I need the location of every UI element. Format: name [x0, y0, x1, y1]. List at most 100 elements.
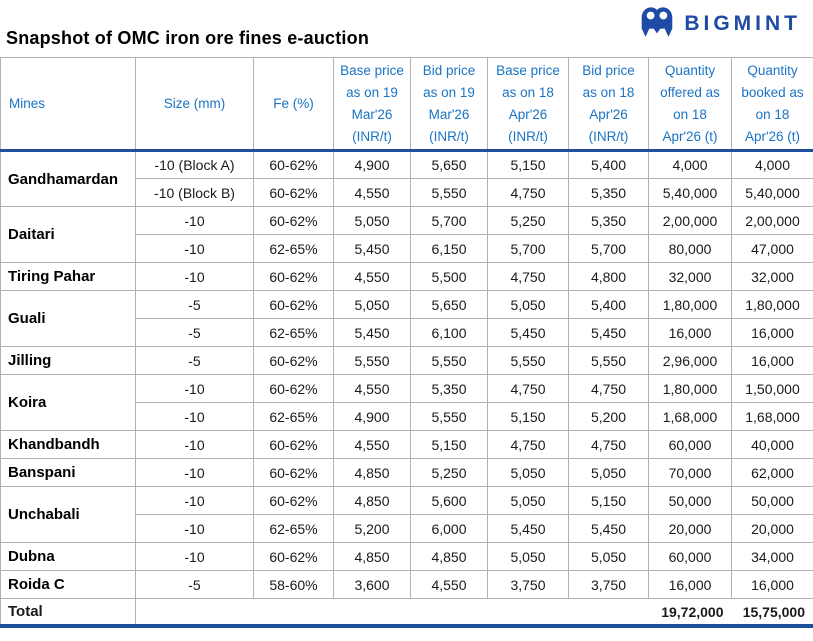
cell-qty-booked: 40,000	[731, 430, 813, 460]
cell-base-mar: 4,550	[333, 178, 411, 208]
cell-qty-offered: 70,000	[648, 458, 732, 488]
cell-base-mar: 5,050	[333, 290, 411, 320]
cell-base-apr: 5,250	[487, 206, 569, 236]
total-row: Total 19,72,000 15,75,000	[0, 598, 813, 628]
cell-bid-apr: 5,400	[568, 290, 649, 320]
cell-bid-apr: 5,550	[568, 346, 649, 376]
cell-fe: 62-65%	[253, 234, 334, 264]
cell-base-mar: 5,200	[333, 514, 411, 544]
cell-qty-booked: 1,68,000	[731, 402, 813, 432]
cell-qty-booked: 34,000	[731, 542, 813, 572]
cell-bid-apr: 5,450	[568, 514, 649, 544]
cell-qty-booked: 4,000	[731, 150, 813, 180]
table-row: Guali -5 60-62% 5,050 5,650 5,050 5,400 …	[0, 290, 813, 348]
table-row: Jilling -5 60-62% 5,550 5,550 5,550 5,55…	[0, 346, 813, 376]
cell-bid-apr: 5,700	[568, 234, 649, 264]
cell-bid-mar: 5,650	[410, 290, 488, 320]
mine-name: Koira	[0, 374, 136, 432]
cell-size: -5	[135, 570, 254, 600]
cell-base-apr: 4,750	[487, 262, 569, 292]
cell-qty-booked: 1,80,000	[731, 290, 813, 320]
cell-qty-booked: 50,000	[731, 486, 813, 516]
table-row: Tiring Pahar -10 60-62% 4,550 5,500 4,75…	[0, 262, 813, 292]
mine-name: Khandbandh	[0, 430, 136, 460]
cell-fe: 60-62%	[253, 290, 334, 320]
cell-size: -10	[135, 402, 254, 432]
cell-size: -10	[135, 514, 254, 544]
cell-bid-apr: 3,750	[568, 570, 649, 600]
cell-base-mar: 5,050	[333, 206, 411, 236]
cell-base-mar: 4,900	[333, 150, 411, 180]
cell-size: -10	[135, 234, 254, 264]
cell-qty-booked: 1,50,000	[731, 374, 813, 404]
cell-bid-apr: 5,350	[568, 178, 649, 208]
cell-qty-offered: 2,96,000	[648, 346, 732, 376]
cell-bid-apr: 4,750	[568, 430, 649, 460]
cell-bid-apr: 4,750	[568, 374, 649, 404]
total-qty-offered: 19,72,000	[648, 598, 732, 628]
cell-qty-booked: 20,000	[731, 514, 813, 544]
cell-qty-booked: 16,000	[731, 570, 813, 600]
table-row: -10 62-65% 5,200 6,000 5,450 5,450 20,00…	[1, 514, 813, 544]
col-header-bid-apr: Bid price as on 18 Apr'26 (INR/t)	[568, 56, 649, 153]
mine-name: Guali	[0, 290, 136, 348]
cell-qty-booked: 16,000	[731, 318, 813, 348]
cell-bid-mar: 5,500	[410, 262, 488, 292]
cell-size: -10 (Block B)	[135, 178, 254, 208]
cell-size: -10	[135, 486, 254, 516]
col-header-qty-booked: Quantity booked as on 18 Apr'26 (t)	[731, 56, 813, 153]
bigmint-logo-text: BIGMINT	[684, 11, 801, 35]
cell-bid-mar: 5,650	[410, 150, 488, 180]
table-row: -10 62-65% 5,450 6,150 5,700 5,700 80,00…	[1, 234, 813, 264]
col-header-base-mar: Base price as on 19 Mar'26 (INR/t)	[333, 56, 411, 153]
col-header-fe: Fe (%)	[253, 56, 334, 153]
total-spacer	[135, 598, 649, 628]
cell-bid-apr: 5,150	[568, 486, 649, 516]
table-row: Banspani -10 60-62% 4,850 5,250 5,050 5,…	[0, 458, 813, 488]
cell-bid-apr: 5,050	[568, 542, 649, 572]
cell-bid-mar: 5,350	[410, 374, 488, 404]
cell-size: -10	[135, 374, 254, 404]
cell-base-mar: 3,600	[333, 570, 411, 600]
cell-bid-mar: 6,150	[410, 234, 488, 264]
cell-bid-mar: 5,550	[410, 178, 488, 208]
cell-qty-offered: 20,000	[648, 514, 732, 544]
cell-qty-booked: 16,000	[731, 346, 813, 376]
table-row: Roida C -5 58-60% 3,600 4,550 3,750 3,75…	[0, 570, 813, 600]
bigmint-logo: BIGMINT	[638, 0, 813, 43]
cell-bid-mar: 5,250	[410, 458, 488, 488]
total-qty-booked: 15,75,000	[731, 598, 813, 628]
table-row: -10 62-65% 4,900 5,550 5,150 5,200 1,68,…	[1, 402, 813, 432]
mine-name: Dubna	[0, 542, 136, 572]
col-header-mines: Mines	[0, 56, 136, 153]
cell-bid-apr: 4,800	[568, 262, 649, 292]
cell-base-apr: 5,050	[487, 542, 569, 572]
cell-qty-offered: 50,000	[648, 486, 732, 516]
cell-base-mar: 4,550	[333, 430, 411, 460]
cell-bid-mar: 5,700	[410, 206, 488, 236]
cell-size: -10	[135, 262, 254, 292]
cell-fe: 60-62%	[253, 458, 334, 488]
cell-bid-mar: 6,000	[410, 514, 488, 544]
cell-base-apr: 5,050	[487, 290, 569, 320]
cell-base-mar: 4,850	[333, 542, 411, 572]
cell-bid-apr: 5,400	[568, 150, 649, 180]
cell-size: -5	[135, 290, 254, 320]
cell-qty-offered: 5,40,000	[648, 178, 732, 208]
cell-base-apr: 4,750	[487, 430, 569, 460]
cell-fe: 60-62%	[253, 346, 334, 376]
cell-fe: 62-65%	[253, 318, 334, 348]
cell-base-apr: 5,150	[487, 402, 569, 432]
cell-qty-booked: 62,000	[731, 458, 813, 488]
cell-bid-mar: 5,150	[410, 430, 488, 460]
col-header-base-apr: Base price as on 18 Apr'26 (INR/t)	[487, 56, 569, 153]
cell-base-apr: 3,750	[487, 570, 569, 600]
cell-base-apr: 5,450	[487, 514, 569, 544]
mine-name: Daitari	[0, 206, 136, 264]
cell-bid-mar: 5,550	[410, 346, 488, 376]
cell-size: -10	[135, 458, 254, 488]
cell-bid-mar: 5,600	[410, 486, 488, 516]
auction-table: Mines Size (mm) Fe (%) Base price as on …	[0, 56, 813, 628]
cell-bid-apr: 5,350	[568, 206, 649, 236]
